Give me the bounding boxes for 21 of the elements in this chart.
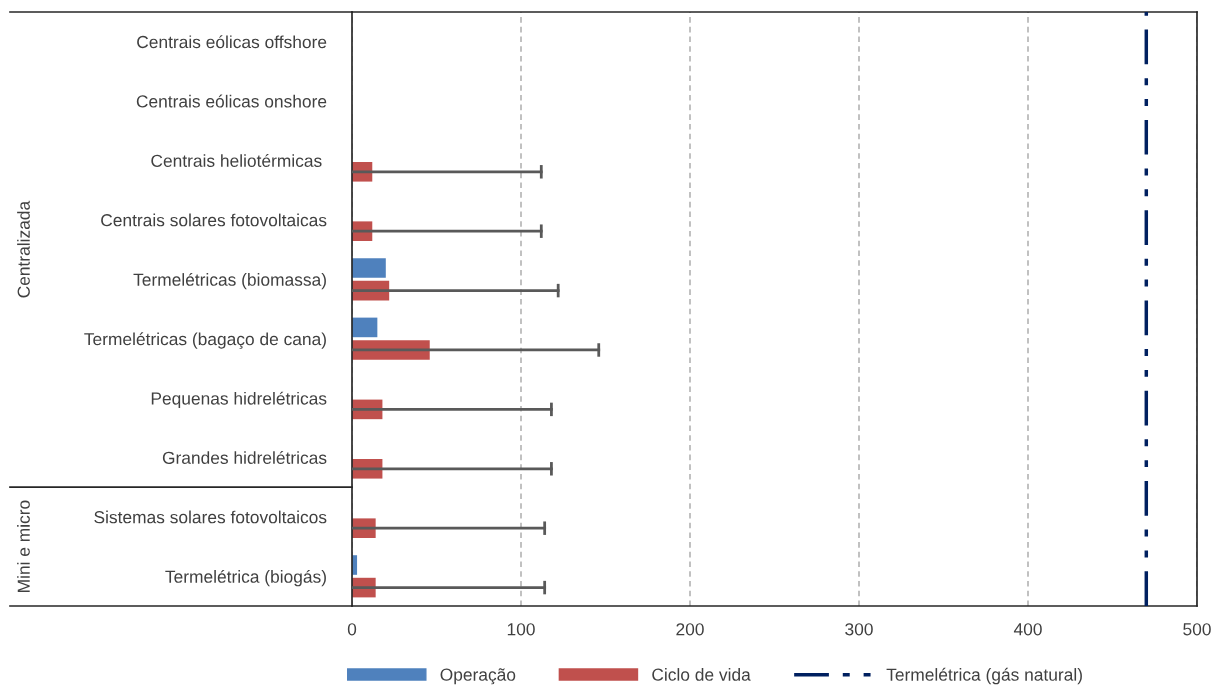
x-tick-label: 200 bbox=[676, 623, 704, 636]
legend-label: Termelétrica (gás natural) bbox=[886, 667, 1082, 685]
x-tick-label: 500 bbox=[1183, 623, 1211, 636]
text: Centralizada bbox=[17, 200, 30, 298]
x-tick-label: 100 bbox=[507, 623, 535, 636]
y-tick-label: Termelétricas (bagaço de cana) bbox=[84, 332, 326, 349]
legend-label: Ciclo de vida bbox=[652, 668, 751, 681]
y-tick-label: Termelétricas (biomassa) bbox=[133, 272, 326, 290]
y-tick-label: Termelétrica (biogás) bbox=[165, 569, 326, 587]
y-tick-label: Pequenas hidrelétricas bbox=[151, 391, 327, 409]
x-tick-label: 400 bbox=[1013, 623, 1042, 636]
y-tick-label: Grandes hidrelétricas bbox=[162, 451, 327, 464]
x-tick-label: 300 bbox=[845, 623, 873, 636]
y-tick-label: Sistemas solares fotovoltaicos bbox=[94, 510, 327, 524]
y-tick-label: Centrais solares fotovoltaicas bbox=[101, 213, 327, 227]
y-tick-label: Centrais eólicas offshore bbox=[137, 35, 327, 49]
text: Mini e micro bbox=[17, 500, 30, 592]
y-tick-label: Centrais heliotérmicas bbox=[151, 154, 322, 167]
y-tick-label: Centrais eólicas onshore bbox=[136, 94, 327, 108]
legend-label: Operação bbox=[440, 668, 516, 685]
x-tick-label: 0 bbox=[347, 623, 357, 636]
